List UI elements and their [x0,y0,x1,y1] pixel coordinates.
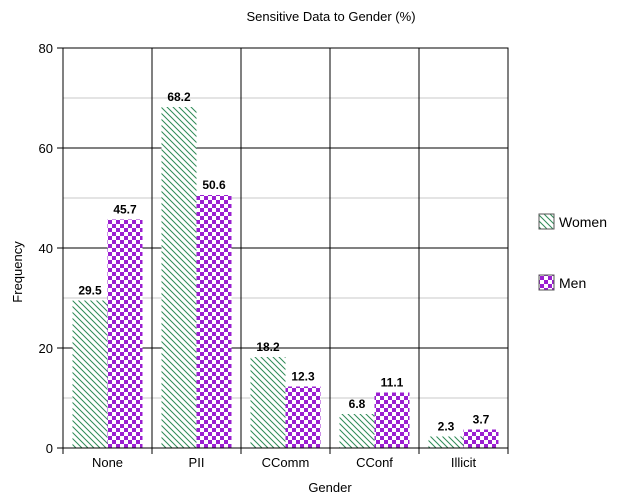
axes [57,47,509,454]
y-tick-label: 20 [39,341,53,356]
bar-women-ccomm [250,357,286,448]
data-label: 29.5 [78,284,102,298]
bar-men-cconf [374,392,410,448]
data-label: 68.2 [167,90,191,104]
bars [72,107,499,448]
chart-title: Sensitive Data to Gender (%) [246,9,415,24]
bar-women-pii [161,107,197,448]
bar-women-none [72,300,108,448]
x-tick-label: Illicit [451,455,477,470]
y-tick-label: 60 [39,141,53,156]
y-tick-label: 0 [46,441,53,456]
x-axis-title: Gender [308,480,352,495]
x-tick-label: None [92,455,123,470]
bar-men-illicit [463,429,499,448]
bar-women-cconf [339,414,375,448]
legend-swatch-men [538,274,555,291]
data-label: 50.6 [202,178,226,192]
bar-men-ccomm [285,386,321,448]
legend-swatch-women [538,213,555,230]
data-label: 12.3 [291,370,315,384]
bar-men-pii [196,195,232,448]
x-tick-label: CComm [262,455,310,470]
labels: 0 20 40 60 80 29.5 45.7 None 68.2 50.6 PII 18.2 12.3… [39,41,490,470]
y-tick-label: 40 [39,241,53,256]
bar-women-illicit [428,436,464,448]
x-tick-label: PII [189,455,205,470]
data-label: 45.7 [113,203,137,217]
data-label: 2.3 [438,420,455,434]
legend-label-men: Men [559,275,586,291]
legend: Women Men [538,213,607,291]
legend-label-women: Women [559,214,607,230]
x-tick-label: CConf [356,455,393,470]
data-label: 3.7 [473,413,490,427]
bar-men-none [107,219,143,448]
data-label: 11.1 [381,376,404,390]
data-label: 6.8 [349,397,366,411]
data-label: 18.2 [256,340,280,354]
y-axis-title: Frequency [10,241,25,303]
y-tick-label: 80 [39,41,53,56]
